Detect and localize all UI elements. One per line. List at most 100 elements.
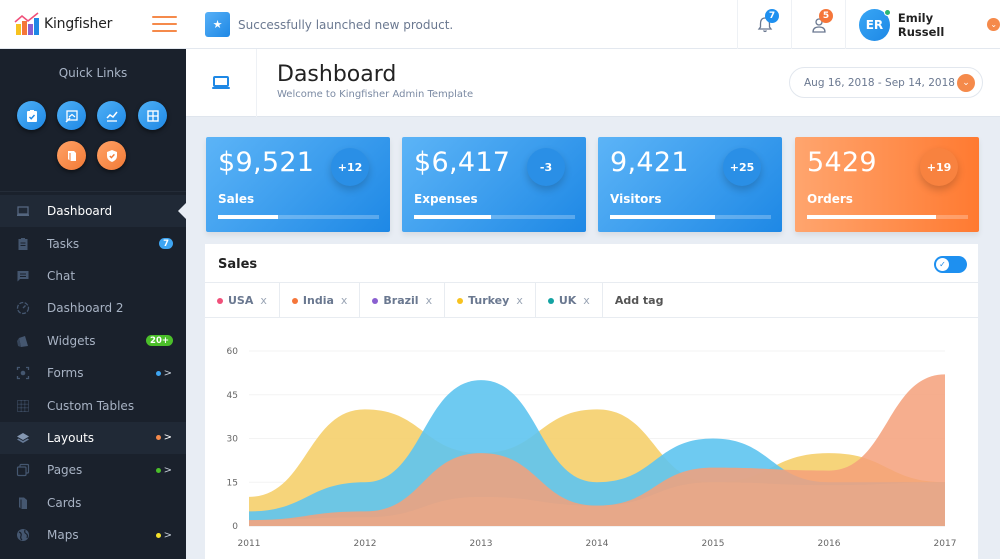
stat-progress-fill [218, 215, 278, 219]
online-indicator [883, 8, 891, 16]
tag-india[interactable]: India x [280, 283, 361, 318]
tag-list: USA x India x Brazil x Turkey x UK x Add… [205, 282, 978, 318]
stat-card-expenses: $6,417 Expenses -3 [402, 137, 586, 232]
check-icon: ✓ [936, 258, 949, 271]
table-icon [17, 399, 29, 412]
tag-usa[interactable]: USA x [205, 283, 280, 318]
sidebar-item-label: Cards [47, 495, 82, 510]
sidebar: Quick Links Dashboard Tasks 7 Chat [0, 49, 186, 559]
sidebar-item-cards[interactable]: Cards [0, 487, 186, 519]
chevron-down-icon[interactable]: ⌄ [987, 18, 1000, 31]
date-range-value: Aug 16, 2018 - Sep 14, 2018 [804, 76, 955, 89]
tag-uk[interactable]: UK x [536, 283, 603, 318]
brand[interactable]: Kingfisher [14, 12, 112, 36]
tag-label: India [302, 294, 334, 307]
tag-label: Brazil [383, 294, 419, 307]
stat-progress-bar [807, 215, 968, 219]
stat-value: 5429 [807, 147, 877, 178]
stat-progress-fill [414, 215, 492, 219]
sidebar-item-label: Dashboard 2 [47, 301, 124, 316]
remove-tag-icon[interactable]: x [260, 294, 267, 307]
stat-value: $6,417 [414, 147, 511, 178]
y-tick-label: 30 [227, 435, 239, 445]
stat-card-orders: 5429 Orders +19 [795, 137, 979, 232]
remove-tag-icon[interactable]: x [516, 294, 523, 307]
stat-card-sales: $9,521 Sales +12 [206, 137, 390, 232]
quick-links-title: Quick Links [58, 66, 128, 80]
quick-link-edit[interactable] [57, 101, 86, 130]
stat-progress-bar [610, 215, 771, 219]
tag-label: UK [558, 294, 577, 307]
x-tick-label: 2013 [470, 539, 493, 549]
stat-delta: +25 [723, 148, 761, 186]
user-menu[interactable]: ER Emily Russell ⌄ [845, 0, 1000, 49]
globe-icon [17, 529, 29, 542]
status-dot [156, 467, 161, 473]
sidebar-item-pages[interactable]: Pages > [0, 454, 186, 486]
quick-link-charts[interactable] [97, 101, 126, 130]
page-header: Dashboard Welcome to Kingfisher Admin Te… [186, 49, 1000, 117]
clipboard-icon [18, 237, 28, 250]
x-tick-label: 2016 [818, 539, 841, 549]
stat-progress-bar [218, 215, 379, 219]
widgets-icon [17, 335, 28, 347]
sidebar-item-dashboard-2[interactable]: Dashboard 2 [0, 292, 186, 324]
add-tag-input[interactable]: Add tag [614, 294, 664, 307]
active-pointer [178, 203, 186, 219]
x-tick-label: 2011 [238, 539, 261, 549]
tag-color-dot [547, 297, 554, 304]
users-button[interactable]: 5 [791, 0, 845, 49]
stat-progress-fill [610, 215, 715, 219]
brand-name: Kingfisher [44, 16, 113, 32]
sidebar-item-custom-tables[interactable]: Custom Tables [0, 389, 186, 421]
quick-link-book[interactable] [57, 141, 86, 170]
stat-progress-bar [414, 215, 575, 219]
star-icon: ★ [205, 12, 230, 37]
remove-tag-icon[interactable]: x [583, 294, 590, 307]
status-dot [156, 370, 161, 376]
sidebar-item-dashboard[interactable]: Dashboard [0, 195, 186, 228]
sidebar-item-label: Layouts [47, 430, 95, 445]
users-badge: 5 [819, 9, 833, 23]
tag-brazil[interactable]: Brazil x [360, 283, 446, 318]
stat-card-visitors: 9,421 Visitors +25 [598, 137, 782, 232]
top-bar: Kingfisher ★ Successfully launched new p… [0, 0, 1000, 49]
chevron-right-icon: > [163, 367, 172, 379]
quick-link-grid[interactable] [138, 101, 167, 130]
sidebar-item-label: Forms [47, 366, 84, 381]
sidebar-item-widgets[interactable]: Widgets 20+ [0, 325, 186, 357]
sidebar-item-tasks[interactable]: Tasks 7 [0, 227, 186, 259]
chevron-right-icon: > [163, 464, 172, 476]
quick-link-tasks[interactable] [17, 101, 46, 130]
stat-label: Orders [807, 192, 853, 206]
menu-toggle-button[interactable] [152, 16, 177, 32]
quick-link-security[interactable] [97, 141, 126, 170]
tasks-count-badge: 7 [159, 238, 173, 250]
x-tick-label: 2015 [702, 539, 725, 549]
area-series-4 [249, 482, 945, 526]
user-name: Emily Russell [897, 10, 945, 39]
tag-color-dot [217, 297, 223, 304]
avatar-initials: ER [865, 17, 884, 32]
tag-turkey[interactable]: Turkey x [445, 283, 536, 318]
chevron-down-icon[interactable]: ⌄ [957, 74, 975, 92]
stat-label: Expenses [414, 192, 478, 206]
remove-tag-icon[interactable]: x [340, 294, 348, 307]
remove-tag-icon[interactable]: x [425, 294, 433, 307]
chat-icon [17, 270, 29, 282]
sidebar-item-maps[interactable]: Maps > [0, 519, 186, 551]
widgets-count-badge: 20+ [146, 335, 173, 347]
sales-area-chart: 0 15 30 45 60 2011 2012 2013 2014 2015 2016 2017 [227, 347, 957, 549]
date-range-picker[interactable]: Aug 16, 2018 - Sep 14, 2018 ⌄ [789, 67, 983, 98]
sidebar-item-layouts[interactable]: Layouts > [0, 421, 186, 455]
stat-delta: +12 [331, 148, 369, 186]
chevron-right-icon: > [163, 529, 172, 541]
sidebar-item-chat[interactable]: Chat [0, 260, 186, 292]
logo-icon [14, 12, 39, 35]
sidebar-item-label: Tasks [47, 236, 80, 251]
sidebar-item-label: Widgets [47, 333, 96, 348]
notifications-button[interactable]: 7 [737, 0, 791, 49]
sidebar-item-label: Custom Tables [47, 398, 135, 413]
sales-toggle[interactable]: ✓ [934, 256, 967, 273]
sidebar-item-forms[interactable]: Forms > [0, 357, 186, 389]
